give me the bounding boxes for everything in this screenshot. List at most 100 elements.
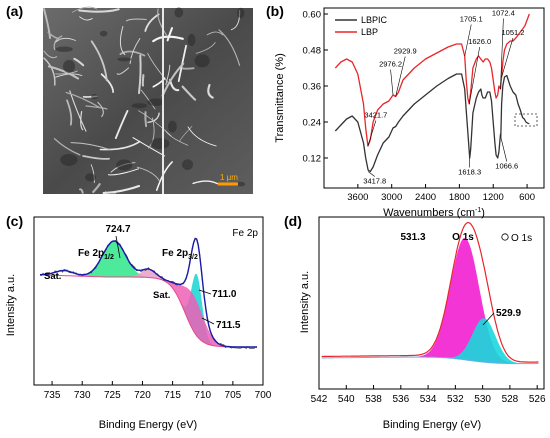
sem-fiber: [207, 83, 214, 99]
ftir-series-lbp: [334, 13, 530, 147]
o1s-xtick-label: 536: [392, 394, 409, 405]
panel-label-a: (a): [6, 3, 23, 19]
sem-fiber: [157, 8, 168, 37]
sem-fiber: [206, 31, 224, 36]
sem-fiber: [136, 166, 160, 181]
ftir-annotation-label: 1626.0: [468, 37, 491, 46]
sem-fiber: [148, 117, 155, 149]
sem-pore: [60, 153, 78, 166]
sem-fiber: [161, 62, 185, 97]
sem-fiber: [43, 8, 51, 40]
sem-fiber: [141, 74, 145, 87]
sem-fiber: [55, 37, 76, 43]
sem-fiber: [147, 112, 160, 124]
o1s-xtick-label: 526: [529, 394, 546, 405]
legend-label-lbpic: LBPIC: [361, 15, 388, 25]
sem-fiber: [179, 125, 193, 142]
o1s-xtick-label: 528: [502, 394, 519, 405]
fe2p-xlabel: Binding Energy (eV): [99, 419, 197, 431]
ftir-annotations: 3421.7 3417.8 2976.2 2929.9 1705.1 1626.0 1618…: [363, 9, 524, 186]
ftir-ytick-label: 0.48: [303, 46, 322, 57]
ftir-annotation-label: 1618.3: [458, 168, 481, 177]
o1s-xtick-label: 538: [365, 394, 382, 405]
ftir-annotation-label: 1066.6: [495, 162, 518, 171]
sem-fiber: [105, 191, 117, 194]
fe2p-xtick-label: 705: [225, 390, 242, 401]
fe2p-xtick-label: 720: [134, 390, 151, 401]
fe2p-peak-711-label: 711.0: [212, 289, 237, 300]
sem-fiber: [138, 110, 172, 137]
ftir-xtick-label: 600: [519, 192, 535, 203]
o1s-xtick-label: 532: [447, 394, 464, 405]
ftir-annotation-leader: [367, 120, 377, 147]
sem-fiber: [53, 35, 63, 51]
sem-pore: [55, 46, 73, 52]
sem-pore: [194, 54, 210, 68]
ftir-plot-frame: [323, 7, 545, 189]
panel-label-d: (d): [284, 213, 302, 229]
sem-fiber: [192, 180, 219, 185]
ftir-xtick-label: 1800: [449, 192, 470, 203]
sem-fiber: [102, 184, 141, 195]
sem-pore: [168, 120, 177, 133]
ftir-xlabel: Wavenumbers (cm-1): [383, 207, 485, 219]
o1s-peak-531-label: 531.3: [400, 232, 425, 243]
sem-fiber: [97, 101, 104, 118]
sem-fiber: [43, 50, 58, 59]
sem-pore: [117, 57, 132, 62]
ftir-annotation-leader: [464, 24, 472, 57]
ftir-ylabel: Transmittance (%): [274, 53, 286, 142]
fe2p-title: Fe 2p: [232, 228, 258, 239]
ftir-xlabel-tail: ): [481, 207, 485, 219]
sem-pore: [85, 173, 96, 182]
o1s-peak-529-label: 529.9: [496, 308, 521, 319]
fe2p-three-half-sub: 3/2: [188, 254, 198, 261]
fe2p-axes: 735 730 725 720 715 710 705 700: [44, 381, 272, 401]
fe2p-xtick-label: 700: [255, 390, 272, 401]
sem-fiber: [66, 99, 73, 126]
ftir-dashed-box: [514, 113, 538, 127]
ftir-xlabel-sup: -1: [475, 207, 481, 214]
sem-fiber: [129, 38, 141, 65]
ftir-xlabel-main: Wavenumbers (cm: [383, 207, 475, 219]
o1s-component-529: [321, 318, 539, 364]
o1s-axes: 542 540 538 536 534 532 530 528 526: [311, 385, 546, 405]
ftir-ytick-label: 0.12: [303, 154, 322, 165]
sem-pore: [174, 7, 184, 18]
ftir-annotation-leader: [501, 37, 514, 78]
sem-fiber: [140, 89, 156, 110]
legend-label-lbp: LBP: [361, 27, 378, 37]
fe2p-half-label: Fe 2p1/2: [78, 248, 114, 261]
o1s-plot-frame: [318, 216, 545, 390]
fe2p-peak-724-arrow: [115, 235, 121, 259]
sem-fiber: [47, 31, 61, 41]
sem-pore: [91, 93, 99, 100]
scale-bar-label: 1 μm: [220, 173, 238, 182]
sem-fiber: [116, 67, 129, 75]
ftir-series-lbpic: [334, 73, 530, 173]
sem-fiber: [155, 161, 173, 191]
sem-fiber: [119, 26, 126, 56]
sem-fiber: [165, 64, 171, 86]
fe2p-ylabel: Intensity a.u.: [5, 274, 17, 336]
fe2p-peak-7115-arrow: [201, 317, 215, 325]
sem-fiber: [92, 183, 101, 194]
ftir-annotation-leader: [500, 136, 508, 162]
fe2p-component-711: [40, 273, 257, 347]
sem-fiber: [78, 188, 84, 194]
ftir-annotation-leader: [367, 171, 375, 177]
ftir-ytick-label: 0.36: [303, 82, 322, 93]
sem-fiber: [90, 40, 108, 82]
fe2p-three-half-main: Fe 2p: [162, 248, 188, 259]
sem-pore: [237, 7, 245, 19]
sem-fiber: [119, 50, 146, 57]
panel-label-b: (b): [266, 3, 284, 19]
fe2p-half-sub: 1/2: [104, 254, 114, 261]
o1s-ylabel: Intensity a.u.: [299, 271, 311, 333]
sem-pore: [182, 159, 194, 170]
ftir-xtick-label: 3600: [347, 192, 368, 203]
ftir-series: [334, 13, 530, 173]
fe2p-sat-right-label: Sat.: [153, 290, 170, 301]
fe2p-background: [39, 274, 257, 348]
